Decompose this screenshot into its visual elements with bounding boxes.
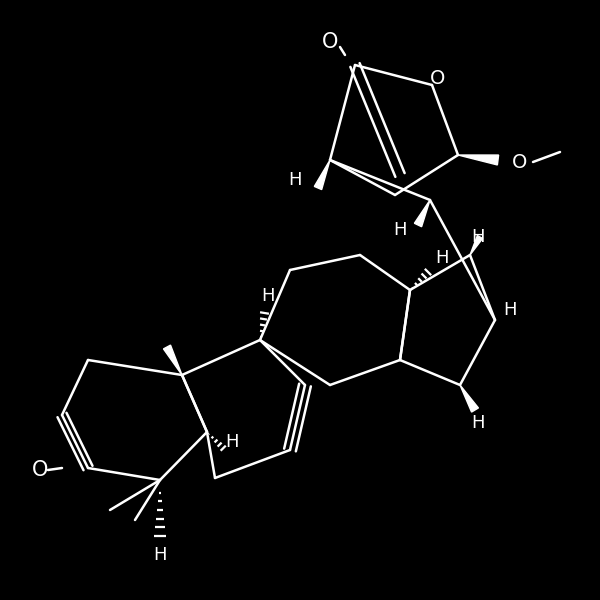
Text: H: H [471, 414, 485, 432]
Polygon shape [163, 345, 182, 375]
Text: H: H [153, 546, 167, 564]
Text: O: O [32, 460, 48, 480]
Polygon shape [470, 236, 482, 255]
Text: O: O [512, 152, 527, 172]
Text: H: H [471, 228, 485, 246]
Polygon shape [415, 200, 430, 227]
Text: O: O [322, 32, 338, 52]
Polygon shape [460, 385, 478, 412]
Polygon shape [314, 160, 330, 190]
Text: H: H [435, 249, 449, 267]
Text: H: H [393, 221, 407, 239]
Text: H: H [503, 301, 517, 319]
Text: H: H [288, 171, 302, 189]
Text: H: H [261, 287, 275, 305]
Polygon shape [458, 155, 499, 165]
Text: O: O [430, 68, 446, 88]
Text: H: H [225, 433, 239, 451]
